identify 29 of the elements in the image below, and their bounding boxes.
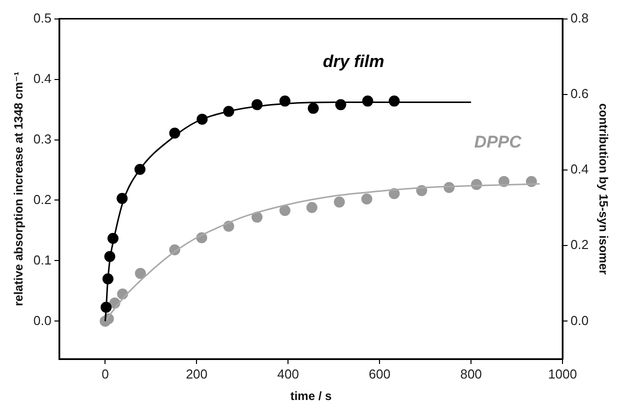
point bbox=[306, 202, 318, 213]
y2-tick-label: 0.8 bbox=[570, 10, 589, 26]
y-axis-title: relative absorption increase at 1348 cm⁻¹ bbox=[12, 72, 26, 306]
y2-axis-title: contribution by 15-syn isomer bbox=[596, 103, 610, 275]
y-tick-label: 0.4 bbox=[33, 70, 52, 86]
y2-tick-label: 0.6 bbox=[570, 86, 589, 101]
y2-tick-label: 0.4 bbox=[570, 162, 589, 177]
x-tick-label: 600 bbox=[368, 366, 390, 382]
point bbox=[308, 102, 319, 114]
series-label: dry film bbox=[322, 52, 384, 72]
series-label: DPPC bbox=[474, 132, 522, 152]
y2-tick-label: 0.0 bbox=[570, 312, 589, 328]
point bbox=[334, 196, 345, 208]
point bbox=[279, 205, 290, 216]
point bbox=[134, 268, 146, 279]
x-axis-title: time / s bbox=[290, 389, 332, 404]
y-tick-label: 0.2 bbox=[33, 192, 52, 207]
x-tick-label: 800 bbox=[460, 366, 482, 382]
y-tick-label: 0.1 bbox=[33, 252, 52, 268]
x-tick-label: 200 bbox=[186, 366, 208, 382]
x-tick-label: 0 bbox=[102, 366, 109, 382]
y-tick-label: 0.0 bbox=[33, 312, 52, 328]
x-tick-label: 1000 bbox=[548, 366, 577, 382]
y2-tick-label: 0.2 bbox=[570, 237, 589, 252]
point bbox=[361, 194, 372, 205]
y-tick-label: 0.5 bbox=[33, 10, 52, 26]
y-tick-label: 0.3 bbox=[33, 131, 52, 146]
point bbox=[252, 212, 263, 223]
x-tick-label: 400 bbox=[277, 366, 299, 382]
